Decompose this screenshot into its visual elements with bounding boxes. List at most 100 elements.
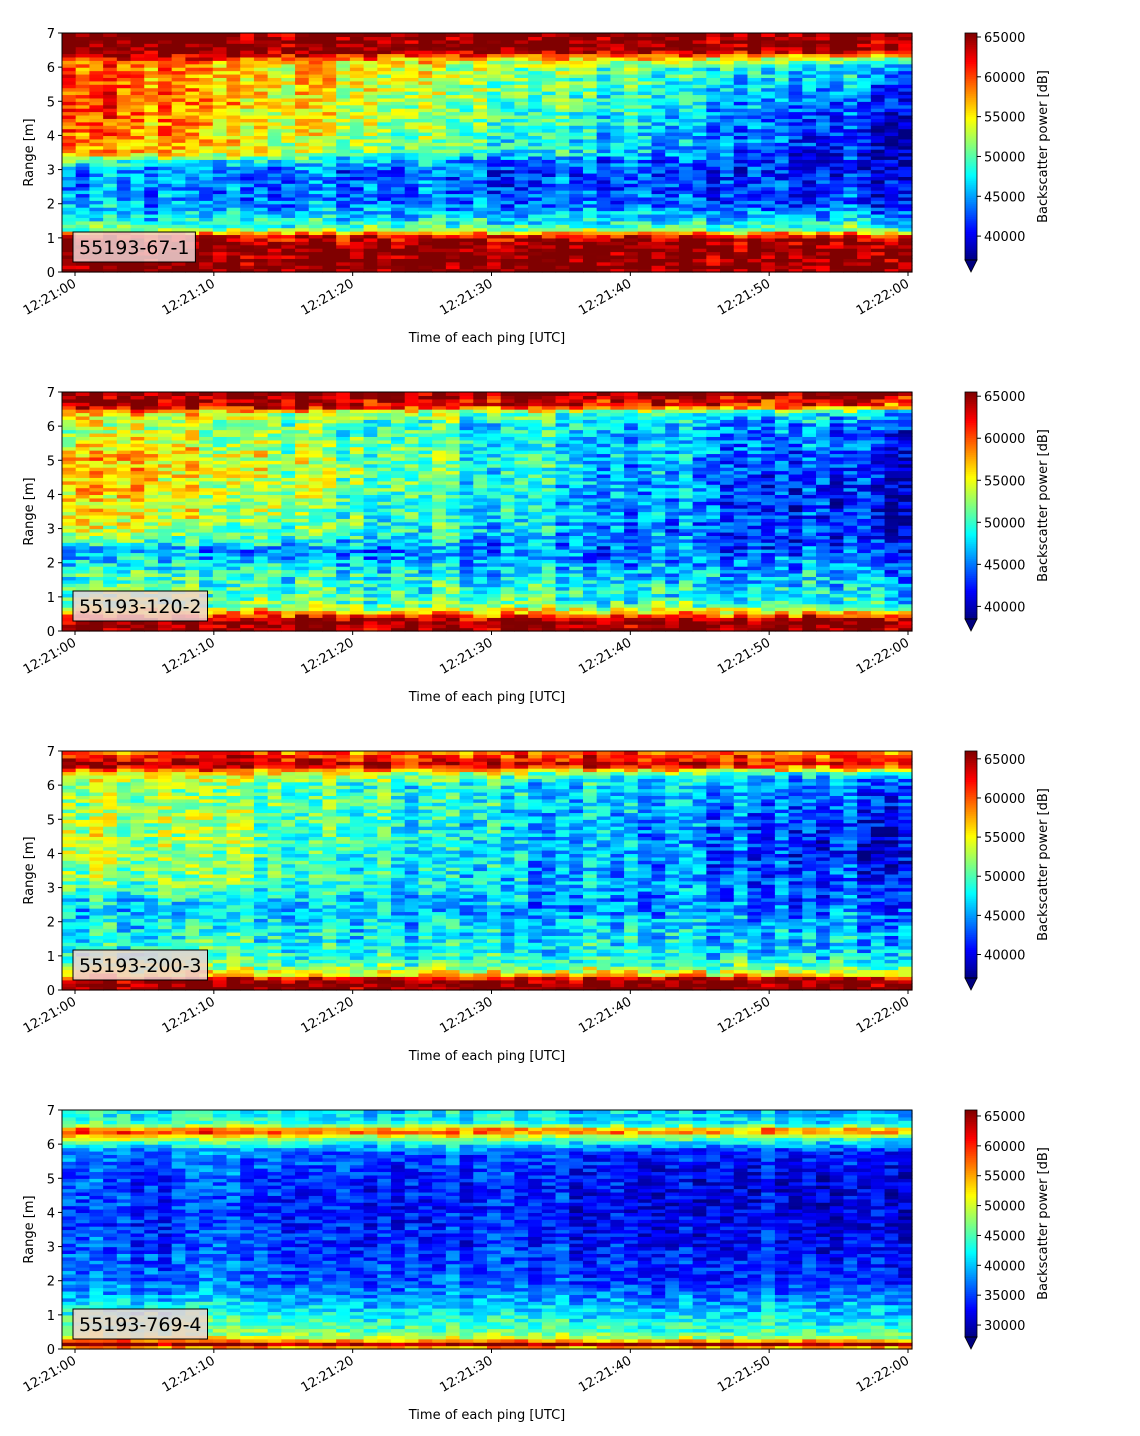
colorbar-segment xyxy=(965,218,977,221)
heatmap-cell xyxy=(459,53,474,58)
heatmap-cell xyxy=(171,80,186,85)
heatmap-cell xyxy=(308,39,324,44)
heatmap-cell xyxy=(267,56,282,61)
heatmap-cell xyxy=(870,258,886,263)
heatmap-cell xyxy=(692,111,707,116)
heatmap-cell xyxy=(747,227,762,232)
heatmap-cell xyxy=(816,231,831,236)
heatmap-cell xyxy=(651,145,666,150)
heatmap-cell xyxy=(349,265,365,270)
heatmap-cell xyxy=(692,196,707,201)
heatmap-cell xyxy=(898,183,913,188)
heatmap-cell xyxy=(624,203,639,208)
colorbar-segment xyxy=(965,125,977,129)
heatmap-cell xyxy=(596,241,611,246)
heatmap-cell xyxy=(720,145,735,150)
heatmap-cell xyxy=(75,80,91,85)
heatmap-cell xyxy=(582,179,598,184)
heatmap-cell xyxy=(336,241,351,246)
heatmap-cell xyxy=(157,213,173,218)
heatmap-cell xyxy=(171,67,186,72)
heatmap-cell xyxy=(870,53,886,58)
heatmap-cell xyxy=(459,135,474,140)
heatmap-cell xyxy=(212,50,228,55)
heatmap-cell xyxy=(130,190,145,195)
heatmap-cell xyxy=(706,268,721,273)
heatmap-cell xyxy=(116,43,132,48)
heatmap-cell xyxy=(391,108,406,113)
heatmap-cell xyxy=(870,190,886,195)
heatmap-cell xyxy=(377,220,392,225)
heatmap-cell xyxy=(445,53,461,58)
heatmap-cell xyxy=(171,108,186,113)
heatmap-cell xyxy=(103,56,118,61)
heatmap-cell xyxy=(185,67,200,72)
heatmap-cell xyxy=(761,43,776,48)
heatmap-cell xyxy=(473,213,488,218)
heatmap-cell xyxy=(706,145,721,150)
heatmap-cell xyxy=(692,80,707,85)
heatmap-cell xyxy=(226,80,241,85)
heatmap-cell xyxy=(829,166,845,171)
heatmap-cell xyxy=(226,200,241,205)
heatmap-cell xyxy=(857,251,872,256)
heatmap-cell xyxy=(898,56,913,61)
heatmap-cell xyxy=(349,213,365,218)
heatmap-cell xyxy=(185,125,200,130)
heatmap-cell xyxy=(240,73,255,78)
heatmap-cell xyxy=(500,46,516,51)
heatmap-cell xyxy=(500,231,516,236)
heatmap-cell xyxy=(75,186,91,191)
heatmap-cell xyxy=(75,528,91,533)
heatmap-cell xyxy=(720,265,735,270)
heatmap-cell xyxy=(62,617,77,622)
heatmap-cell xyxy=(706,46,721,51)
heatmap-cell xyxy=(514,142,529,147)
heatmap-cell xyxy=(569,155,584,160)
heatmap-cell xyxy=(637,135,653,140)
heatmap-cell xyxy=(802,268,817,273)
heatmap-cell xyxy=(624,237,639,242)
heatmap-cell xyxy=(157,183,173,188)
heatmap-cell xyxy=(212,176,228,181)
heatmap-cell xyxy=(308,248,324,253)
heatmap-cell xyxy=(75,46,91,51)
heatmap-cell xyxy=(445,190,461,195)
heatmap-cell xyxy=(720,36,735,41)
heatmap-cell xyxy=(898,63,913,68)
heatmap-cell xyxy=(322,43,337,48)
heatmap-cell xyxy=(487,169,502,174)
heatmap-cell xyxy=(267,244,282,249)
heatmap-cell xyxy=(226,97,241,102)
heatmap-cell xyxy=(89,217,104,222)
heatmap-cell xyxy=(116,402,132,407)
heatmap-cell xyxy=(487,70,502,75)
heatmap-cell xyxy=(336,196,351,201)
heatmap-cell xyxy=(898,132,913,137)
heatmap-cell xyxy=(226,248,241,253)
heatmap-cell xyxy=(582,80,598,85)
heatmap-cell xyxy=(500,217,516,222)
heatmap-cell xyxy=(774,33,790,38)
heatmap-cell xyxy=(733,73,749,78)
heatmap-cell xyxy=(610,258,625,263)
heatmap-cell xyxy=(62,450,77,455)
heatmap-cell xyxy=(843,77,858,82)
heatmap-cell xyxy=(637,46,653,51)
heatmap-cell xyxy=(253,227,269,232)
heatmap-cell xyxy=(761,183,776,188)
heatmap-cell xyxy=(144,555,159,560)
heatmap-cell xyxy=(596,108,611,113)
heatmap-cell xyxy=(116,484,132,489)
heatmap-cell xyxy=(130,155,145,160)
heatmap-cell xyxy=(569,183,584,188)
heatmap-cell xyxy=(281,111,296,116)
heatmap-cell xyxy=(103,624,118,629)
heatmap-cell xyxy=(665,210,680,215)
heatmap-cell xyxy=(843,118,858,123)
heatmap-cell xyxy=(295,149,310,154)
heatmap-cell xyxy=(857,84,872,89)
heatmap-cell xyxy=(802,73,817,78)
heatmap-cell xyxy=(829,125,845,130)
heatmap-cell xyxy=(322,70,337,75)
